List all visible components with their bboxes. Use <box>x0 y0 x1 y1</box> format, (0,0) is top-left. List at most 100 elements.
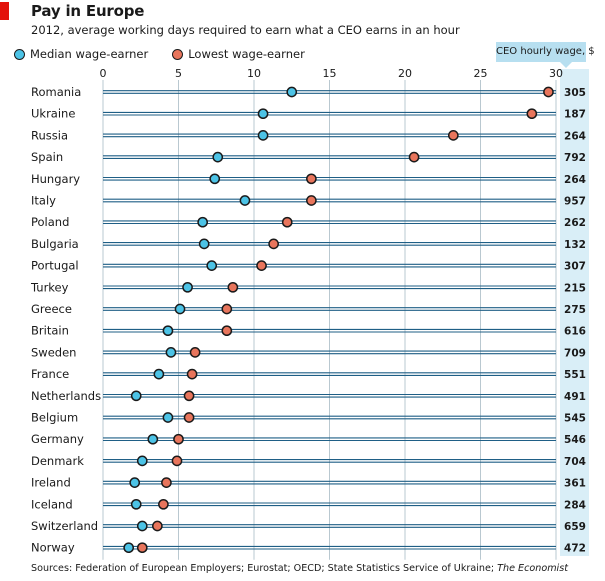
country-label: Iceland <box>31 497 73 511</box>
country-label: Germany <box>31 432 84 446</box>
legend-lowest: Lowest wage-earner <box>172 47 305 61</box>
ceo-wage-column <box>560 69 589 556</box>
country-label: Hungary <box>31 172 80 186</box>
lowest-point <box>526 108 538 120</box>
x-tick-label: 10 <box>247 67 261 80</box>
x-tick-label: 5 <box>175 67 182 80</box>
x-tick-label: 0 <box>100 67 107 80</box>
country-label: Ukraine <box>31 107 75 121</box>
ceo-wage-value: 284 <box>564 499 586 511</box>
median-point <box>147 433 159 445</box>
median-point <box>162 325 174 337</box>
median-point <box>286 86 298 98</box>
legend-median-dot <box>14 48 25 60</box>
lowest-point <box>152 520 163 532</box>
median-point <box>212 151 224 163</box>
lowest-point <box>189 347 201 358</box>
median-point <box>209 173 221 185</box>
legend-lowest-dot <box>172 48 184 60</box>
median-point <box>257 130 269 141</box>
ceo-wage-value: 792 <box>564 152 586 164</box>
legend-median: Median wage-earner <box>14 47 148 61</box>
country-label: Ireland <box>31 476 71 490</box>
median-point <box>198 238 210 250</box>
ceo-wage-value: 132 <box>564 239 586 251</box>
ceo-wage-value: 215 <box>564 282 586 294</box>
ceo-wage-value: 472 <box>564 543 586 555</box>
lowest-point <box>408 151 420 163</box>
chart-subtitle: 2012, average working days required to e… <box>31 23 460 37</box>
legend: Median wage-earner Lowest wage-earner <box>14 46 329 62</box>
country-label: Italy <box>31 194 56 208</box>
lowest-point <box>158 498 169 510</box>
lowest-point <box>183 412 195 423</box>
lowest-point <box>447 130 459 141</box>
median-point <box>174 303 186 315</box>
x-tick-label: 30 <box>549 67 563 80</box>
ceo-wage-value: 704 <box>564 456 586 468</box>
median-point <box>165 347 177 358</box>
ceo-wage-value: 957 <box>564 196 586 208</box>
legend-median-label: Median wage-earner <box>30 47 149 61</box>
source-italic: The Economist <box>497 563 568 574</box>
country-label: Spain <box>31 150 63 164</box>
median-point <box>136 455 148 467</box>
country-label: Turkey <box>30 280 69 294</box>
lowest-point <box>173 433 184 445</box>
ceo-wage-value: 305 <box>564 87 586 99</box>
median-point <box>130 390 142 402</box>
ceo-wage-value: 262 <box>564 217 586 229</box>
median-point <box>129 477 141 488</box>
lowest-point <box>136 542 148 554</box>
country-label: Sweden <box>31 345 76 359</box>
lowest-point <box>221 325 233 337</box>
lowest-point <box>268 238 279 250</box>
median-point <box>206 260 218 271</box>
lowest-point <box>256 260 267 271</box>
source-note: Sources: Federation of European Employer… <box>31 563 568 574</box>
ceo-wage-value: 187 <box>564 109 586 121</box>
country-label: Netherlands <box>31 389 101 403</box>
lowest-point <box>221 303 233 315</box>
ceo-wage-value: 616 <box>564 326 586 338</box>
source-text: Sources: Federation of European Employer… <box>31 563 498 574</box>
lowest-point <box>306 173 317 185</box>
ceo-wage-header: CEO hourly wage, $ <box>496 42 595 68</box>
lowest-point <box>186 368 198 380</box>
median-point <box>257 108 269 120</box>
country-label: Switzerland <box>31 519 98 533</box>
median-point <box>197 216 209 228</box>
lowest-point <box>171 455 183 467</box>
x-tick-label: 20 <box>398 67 412 80</box>
ceo-wage-value: 709 <box>564 347 586 359</box>
median-point <box>153 368 165 380</box>
median-point <box>123 542 135 554</box>
country-label: Britain <box>31 324 69 338</box>
x-tick-label: 15 <box>323 67 337 80</box>
country-label: Belgium <box>31 411 78 425</box>
country-label: Denmark <box>31 454 84 468</box>
country-label: Portugal <box>31 259 79 273</box>
median-point <box>162 412 174 423</box>
ceo-wage-value: 275 <box>564 304 586 316</box>
ceo-wage-value: 546 <box>564 434 586 446</box>
country-label: Russia <box>31 128 68 142</box>
ceo-wage-value: 491 <box>564 391 586 403</box>
country-label: Greece <box>31 302 72 316</box>
ceo-wage-value: 551 <box>564 369 586 381</box>
lowest-point <box>161 477 172 488</box>
ceo-wage-value: 659 <box>564 521 586 533</box>
median-point <box>182 281 193 293</box>
lowest-point <box>281 216 293 228</box>
brand-tab <box>0 2 9 20</box>
country-label: Norway <box>31 541 75 555</box>
median-point <box>136 520 148 532</box>
country-label: Poland <box>31 215 69 229</box>
country-label: Bulgaria <box>31 237 79 251</box>
median-point <box>130 498 142 510</box>
x-tick-label: 25 <box>474 67 488 80</box>
lowest-point <box>183 390 195 402</box>
lowest-point <box>306 195 317 206</box>
country-label: Romania <box>31 85 81 99</box>
